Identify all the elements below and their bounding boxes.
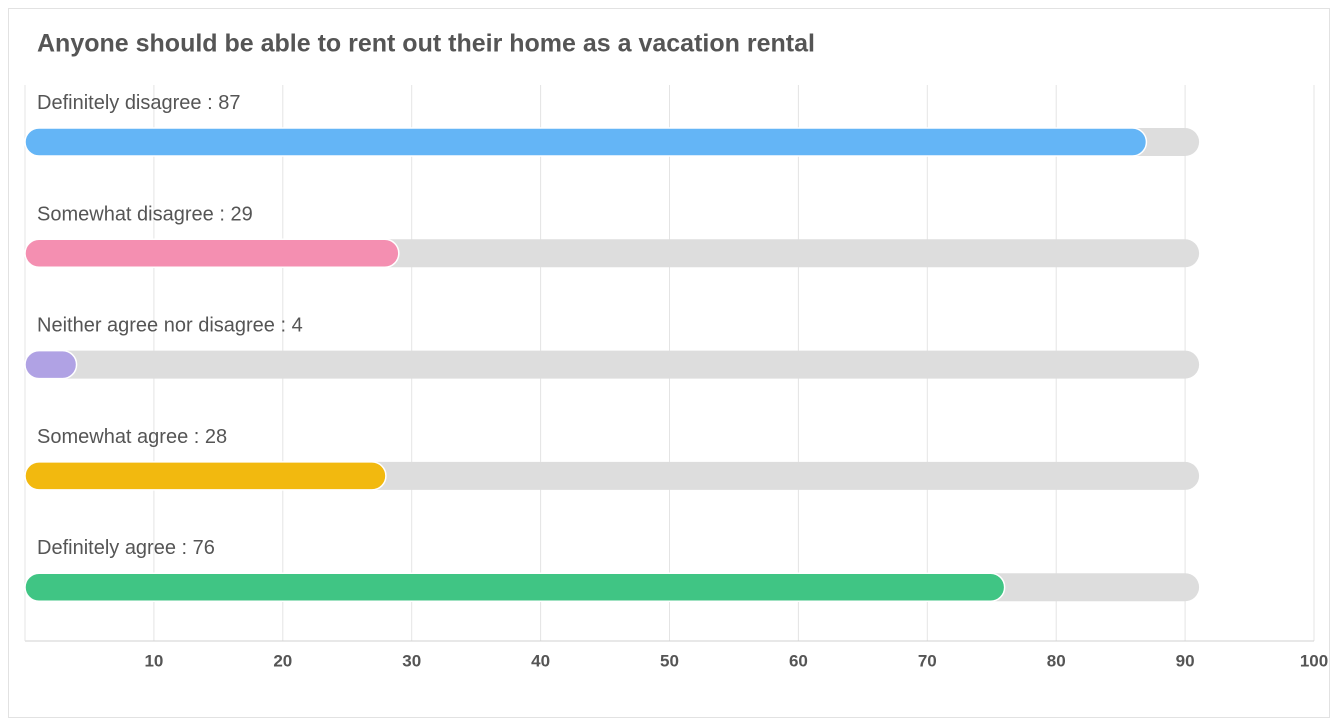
x-tick-label: 100 xyxy=(1300,651,1328,670)
category-label: Somewhat agree xyxy=(37,426,188,448)
label-separator: : xyxy=(275,315,292,337)
label-separator: : xyxy=(176,537,193,559)
x-tick-label: 40 xyxy=(531,651,550,670)
bar-track xyxy=(25,350,1200,379)
bar-label: Somewhat disagree : 29 xyxy=(37,204,253,226)
label-separator: : xyxy=(202,92,219,114)
value-label: 28 xyxy=(205,426,227,448)
x-tick-label: 30 xyxy=(402,651,421,670)
x-tick-label: 50 xyxy=(660,651,679,670)
bar xyxy=(24,461,387,491)
category-label: Definitely disagree xyxy=(37,92,202,114)
chart-title: Anyone should be able to rent out their … xyxy=(37,30,815,58)
x-tick-label: 90 xyxy=(1176,651,1195,670)
x-tick-label: 80 xyxy=(1047,651,1066,670)
bar-label: Neither agree nor disagree : 4 xyxy=(37,315,303,337)
category-label: Neither agree nor disagree xyxy=(37,315,275,337)
x-tick-label: 10 xyxy=(144,651,163,670)
x-tick-label: 60 xyxy=(789,651,808,670)
bar xyxy=(24,238,400,269)
x-tick-label: 70 xyxy=(918,651,937,670)
value-label: 29 xyxy=(230,204,252,226)
bar-label: Somewhat agree : 28 xyxy=(37,426,227,448)
bar-label: Definitely disagree : 87 xyxy=(37,92,240,114)
value-label: 76 xyxy=(193,537,215,559)
bar-label: Definitely agree : 76 xyxy=(37,537,215,559)
bar xyxy=(24,127,1148,157)
category-label: Definitely agree xyxy=(37,537,176,559)
label-separator: : xyxy=(188,426,205,448)
category-label: Somewhat disagree xyxy=(37,204,214,226)
bar xyxy=(24,572,1006,602)
value-label: 87 xyxy=(218,92,240,114)
label-separator: : xyxy=(214,204,231,226)
x-tick-label: 20 xyxy=(273,651,292,670)
bar xyxy=(24,349,78,380)
value-label: 4 xyxy=(292,315,303,337)
